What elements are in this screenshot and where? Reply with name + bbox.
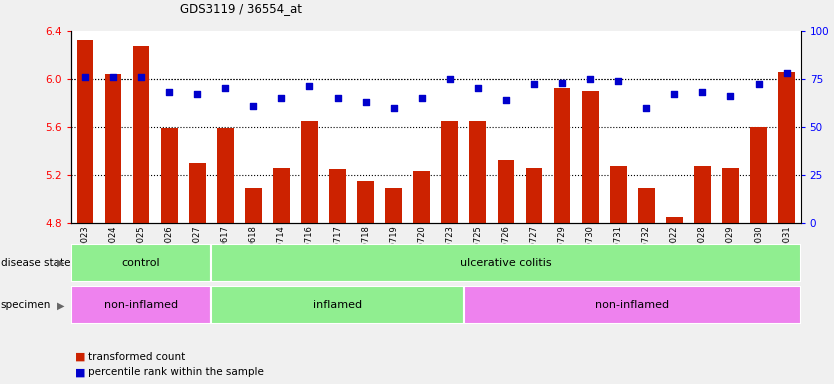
Bar (385, 188, 402, 223)
Point (387, 104, 400, 111)
Bar (211, 244, 801, 282)
Bar (357, 181, 374, 223)
Text: ■: ■ (75, 352, 86, 362)
Point (696, 89, 709, 95)
Point (163, 89, 176, 95)
Point (247, 103, 260, 109)
Bar (217, 128, 234, 223)
Bar (722, 167, 739, 223)
Text: ▶: ▶ (57, 258, 64, 268)
Point (500, 97, 513, 103)
Text: ■: ■ (75, 367, 86, 377)
Point (611, 78, 625, 84)
Bar (441, 121, 458, 223)
Text: ulcerative colitis: ulcerative colitis (460, 258, 552, 268)
Point (752, 81, 766, 88)
Point (359, 99, 372, 105)
Bar (161, 128, 178, 223)
Text: ▶: ▶ (57, 300, 64, 310)
Bar (414, 171, 430, 223)
Point (106, 74, 119, 80)
Point (668, 91, 681, 97)
Text: specimen: specimen (1, 300, 51, 310)
Bar (470, 121, 486, 223)
Bar (610, 166, 626, 223)
Point (555, 79, 569, 86)
Bar (71, 244, 211, 282)
Point (527, 81, 540, 88)
Bar (581, 91, 599, 223)
Bar (188, 163, 206, 223)
Point (274, 95, 288, 101)
Point (303, 83, 316, 89)
Bar (329, 169, 346, 223)
Text: GDS3119 / 36554_at: GDS3119 / 36554_at (180, 2, 303, 15)
Bar (666, 217, 683, 223)
Bar (750, 127, 767, 223)
Text: control: control (122, 258, 160, 268)
Bar (464, 286, 801, 324)
Bar (525, 167, 542, 223)
Point (780, 70, 793, 76)
Bar (133, 46, 149, 223)
Bar (245, 188, 262, 223)
Bar (104, 74, 122, 223)
Bar (694, 166, 711, 223)
Text: disease state: disease state (1, 258, 70, 268)
Text: inflamed: inflamed (313, 300, 362, 310)
Text: non-inflamed: non-inflamed (104, 300, 178, 310)
Point (219, 85, 232, 91)
Point (331, 95, 344, 101)
Bar (778, 71, 795, 223)
Text: non-inflamed: non-inflamed (595, 300, 670, 310)
Bar (554, 88, 570, 223)
Bar (211, 286, 464, 324)
Bar (301, 121, 318, 223)
Text: transformed count: transformed count (88, 352, 185, 362)
Point (415, 95, 429, 101)
Bar (71, 286, 211, 324)
Point (640, 104, 653, 111)
Bar (77, 40, 93, 223)
Text: percentile rank within the sample: percentile rank within the sample (88, 367, 264, 377)
Point (471, 85, 485, 91)
Point (724, 93, 737, 99)
Bar (498, 161, 515, 223)
Bar (273, 167, 290, 223)
Point (78, 74, 92, 80)
Bar (638, 188, 655, 223)
Point (134, 74, 148, 80)
Point (584, 76, 597, 82)
Point (190, 91, 203, 97)
Point (443, 76, 456, 82)
